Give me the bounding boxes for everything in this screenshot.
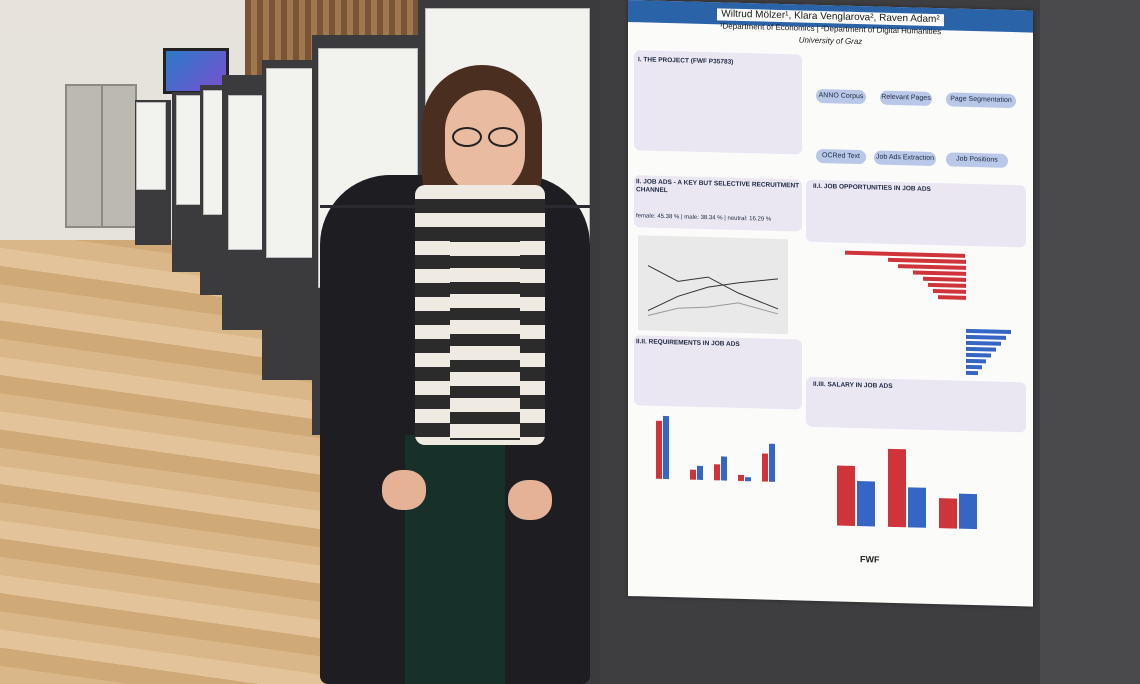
line-series — [647, 278, 779, 311]
bar — [888, 448, 906, 528]
pipeline-step: OCRed Text — [816, 148, 866, 165]
side-board — [1040, 0, 1140, 684]
bar — [663, 415, 669, 480]
poster — [176, 95, 202, 205]
bar — [966, 346, 996, 352]
scarf-end — [450, 230, 520, 440]
bar — [913, 270, 966, 276]
line-series — [647, 265, 779, 310]
bar — [898, 264, 966, 270]
main-poster: Wiltrud Mölzer¹, Klara Venglarova², Rave… — [628, 0, 1033, 607]
pipeline-step: Relevant Pages — [880, 90, 932, 106]
bar — [721, 456, 727, 481]
poster — [136, 102, 166, 190]
bar-chart-salary — [833, 435, 983, 539]
bar — [966, 364, 982, 370]
right-hand — [508, 480, 552, 520]
bar — [966, 334, 1006, 340]
pipeline-step: Job Positions — [946, 152, 1008, 168]
bar — [938, 295, 966, 300]
glasses-lens — [452, 127, 482, 147]
bar — [966, 370, 978, 376]
bar — [769, 443, 775, 482]
bar — [939, 498, 957, 529]
bar — [837, 465, 855, 526]
bar — [933, 288, 966, 294]
bar — [745, 477, 751, 482]
bar — [738, 474, 744, 482]
bar — [697, 465, 703, 480]
bar-chart-requirements — [638, 410, 788, 504]
glasses — [450, 127, 520, 149]
pipeline-step: Page Segmentation — [946, 92, 1016, 109]
bar — [923, 276, 966, 282]
line-series — [647, 302, 779, 317]
bar — [966, 328, 1011, 335]
bar — [762, 453, 768, 482]
bar — [966, 352, 991, 358]
bar — [966, 358, 986, 364]
bar — [690, 469, 696, 480]
pipeline-step: Job Ads Extraction — [874, 150, 936, 167]
bar — [908, 487, 926, 528]
elevator-door — [65, 84, 137, 228]
pipeline-step: ANNO Corpus — [816, 88, 866, 105]
bar — [845, 250, 965, 258]
job-ads-heading: II. JOB ADS - A KEY BUT SELECTIVE RECRUI… — [636, 178, 800, 194]
left-hand — [382, 470, 426, 510]
bar — [857, 480, 875, 527]
person — [300, 55, 610, 684]
line-chart-svg — [647, 265, 779, 317]
bar — [966, 340, 1001, 346]
bar — [928, 282, 966, 288]
fwf-logo: FWF — [860, 554, 880, 565]
poster — [228, 95, 266, 250]
green-trousers — [405, 435, 505, 684]
bar — [888, 257, 966, 264]
bar — [656, 420, 662, 479]
job-ads-section: II. JOB ADS - A KEY BUT SELECTIVE RECRUI… — [636, 178, 801, 225]
line-chart — [638, 235, 788, 335]
glasses-lens — [488, 127, 518, 147]
bar — [959, 493, 977, 530]
bar — [714, 464, 720, 481]
bar-chart-occupations — [833, 250, 1023, 390]
